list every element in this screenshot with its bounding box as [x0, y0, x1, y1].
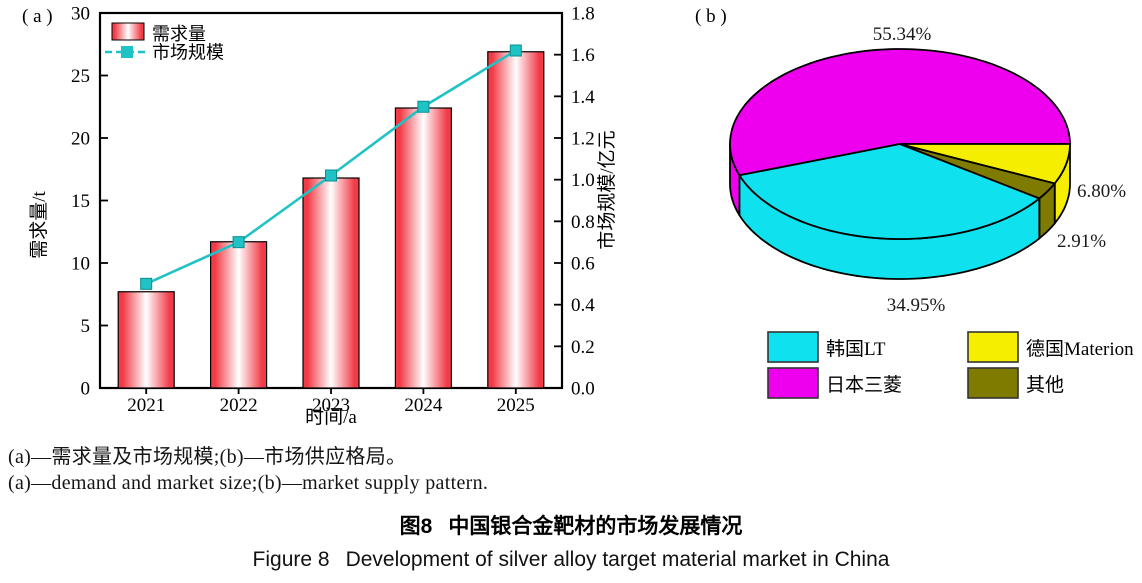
market-size-marker-2021	[140, 277, 153, 290]
y-left-axis-title: 需求量/t	[28, 191, 50, 259]
left-axis-tick-label: 15	[71, 191, 90, 212]
left-axis-tick-label: 20	[71, 129, 90, 150]
panel-a-label: ( a )	[22, 6, 53, 27]
pie-legend-label-korea-lt: 韩国LT	[826, 338, 886, 360]
right-axis-tick-label: 0.0	[571, 379, 595, 400]
pie-legend-swatch-others	[967, 367, 1019, 399]
bar-2025	[487, 51, 545, 389]
caption-note-cn: (a)—需求量及市场规模;(b)—市场供应格局。	[8, 446, 407, 468]
bar-2024	[394, 107, 452, 389]
pie-pct-korea-lt: 34.95%	[887, 295, 946, 316]
x-axis-tick-label: 2024	[404, 395, 443, 416]
left-axis-tick-label: 5	[81, 316, 91, 337]
legend-demand-label: 需求量	[152, 24, 206, 44]
x-axis-title: 时间/a	[305, 406, 357, 428]
legend-market-label: 市场规模	[152, 43, 224, 63]
figure-title-cn-number: 图8	[399, 515, 433, 538]
market-size-marker-2024	[417, 100, 430, 113]
left-axis-tick-label: 25	[71, 66, 90, 87]
pie-legend-label-others: 其他	[1026, 374, 1064, 396]
pie-legend-swatch-korea-lt	[767, 331, 819, 363]
right-axis-tick-label: 1.2	[571, 129, 595, 150]
market-size-marker-2022	[232, 236, 245, 249]
right-axis-tick-label: 1.0	[571, 170, 595, 191]
x-axis-tick-label: 2021	[127, 395, 165, 416]
left-axis-tick-label: 10	[71, 254, 90, 275]
x-axis-tick-label: 2025	[497, 395, 535, 416]
pie-pct-others: 2.91%	[1057, 231, 1106, 252]
right-axis-tick-label: 1.6	[571, 45, 595, 66]
pie-slice-korea-lt	[738, 143, 1041, 240]
panel-b-label: ( b )	[695, 6, 727, 27]
left-axis-tick-label: 0	[81, 379, 91, 400]
bar-2023	[302, 177, 360, 389]
caption-note-en: (a)—demand and market size;(b)—market su…	[8, 472, 489, 494]
legend-market-marker	[121, 46, 133, 58]
figure-title-cn-text: 中国银合金靶材的市场发展情况	[448, 515, 743, 538]
pie-pct-japan-mitsubishi: 55.34%	[873, 24, 932, 45]
pie-legend-label-germany-materion: 德国Materion	[1026, 338, 1134, 360]
right-axis-tick-label: 0.8	[571, 212, 595, 233]
bar-2022	[210, 241, 268, 389]
pie-pct-germany-materion: 6.80%	[1077, 181, 1126, 202]
right-axis-tick-label: 0.6	[571, 254, 595, 275]
figure-title-en: Figure 8 Development of silver alloy targ…	[0, 548, 1142, 572]
pie-slice-others	[899, 143, 1056, 200]
pie-legend-swatch-japan-mitsubishi	[767, 367, 819, 399]
market-size-marker-2023	[325, 169, 337, 182]
right-axis-tick-label: 1.8	[571, 4, 595, 25]
figure-title-en-number: Figure 8	[252, 548, 330, 571]
right-axis-tick-label: 0.2	[571, 337, 595, 358]
right-axis-tick-label: 1.4	[571, 87, 595, 108]
pie-legend-swatch-germany-materion	[967, 331, 1019, 363]
market-size-marker-2025	[509, 44, 522, 57]
pie-slice-germany-materion	[899, 143, 1071, 185]
legend-demand-swatch	[111, 22, 145, 41]
right-axis-tick-label: 0.4	[571, 295, 595, 316]
y-right-axis-title: 市场规模/亿元	[596, 130, 618, 249]
figure-title-cn: 图8 中国银合金靶材的市场发展情况	[0, 510, 1142, 540]
bar-2021	[117, 291, 175, 389]
figure-title-en-text: Development of silver alloy target mater…	[345, 548, 890, 571]
x-axis-tick-label: 2022	[220, 395, 258, 416]
charts-canvas: ( a )0510152025300.00.20.40.60.81.01.21.…	[22, 4, 1134, 429]
x-axis-tick-label: 2023	[312, 395, 350, 416]
left-axis-tick-label: 30	[71, 4, 90, 25]
pie-legend-label-japan-mitsubishi: 日本三菱	[826, 374, 902, 396]
